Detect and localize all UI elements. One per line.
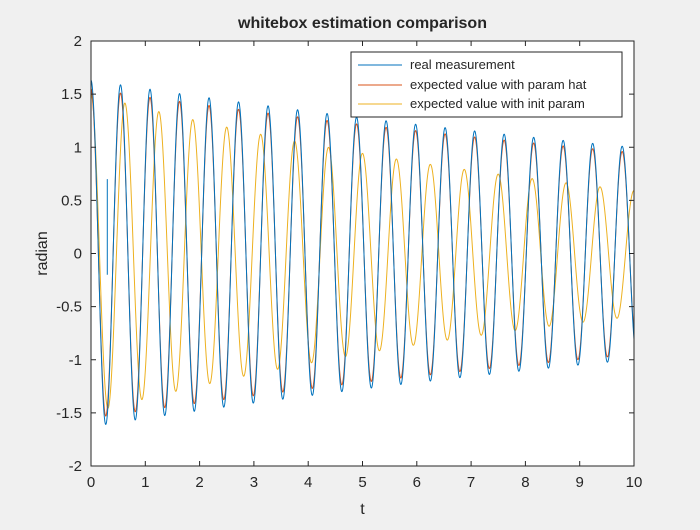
series-layer bbox=[90, 79, 635, 426]
x-tick-label: 6 bbox=[413, 474, 421, 491]
y-axis-title: radian bbox=[34, 231, 51, 275]
y-tick-label: 2 bbox=[74, 33, 82, 50]
x-tick-label: 10 bbox=[626, 474, 643, 491]
y-tick-label: -1 bbox=[69, 352, 82, 369]
x-tick-label: 5 bbox=[358, 474, 366, 491]
series-line-init-param bbox=[90, 93, 635, 409]
x-tick-label: 7 bbox=[467, 474, 475, 491]
x-ticks: 0 1 2 3 4 5 6 7 8 9 10 bbox=[87, 41, 643, 491]
x-tick-label: 3 bbox=[250, 474, 258, 491]
y-tick-label: -1.5 bbox=[56, 405, 82, 422]
y-ticks: -2 -1.5 -1 -0.5 0 0.5 1 1.5 2 bbox=[56, 33, 634, 475]
legend-label-init: expected value with init param bbox=[410, 96, 585, 111]
y-tick-label: -2 bbox=[69, 458, 82, 475]
x-tick-label: 9 bbox=[576, 474, 584, 491]
legend-label-hat: expected value with param hat bbox=[410, 77, 587, 92]
legend: real measurement expected value with par… bbox=[350, 51, 623, 118]
x-tick-label: 1 bbox=[141, 474, 149, 491]
x-tick-label: 0 bbox=[87, 474, 95, 491]
y-tick-label: -0.5 bbox=[56, 299, 82, 316]
x-tick-label: 4 bbox=[304, 474, 312, 491]
x-axis-title: t bbox=[360, 501, 365, 518]
y-tick-label: 0.5 bbox=[61, 192, 82, 209]
x-tick-label: 2 bbox=[195, 474, 203, 491]
series-line-real-measurement bbox=[90, 79, 635, 426]
x-tick-label: 8 bbox=[521, 474, 529, 491]
y-tick-label: 0 bbox=[74, 246, 82, 263]
y-tick-label: 1.5 bbox=[61, 86, 82, 103]
y-tick-label: 1 bbox=[74, 139, 82, 156]
chart-title: whitebox estimation comparison bbox=[237, 15, 487, 32]
legend-label-real: real measurement bbox=[410, 57, 515, 72]
